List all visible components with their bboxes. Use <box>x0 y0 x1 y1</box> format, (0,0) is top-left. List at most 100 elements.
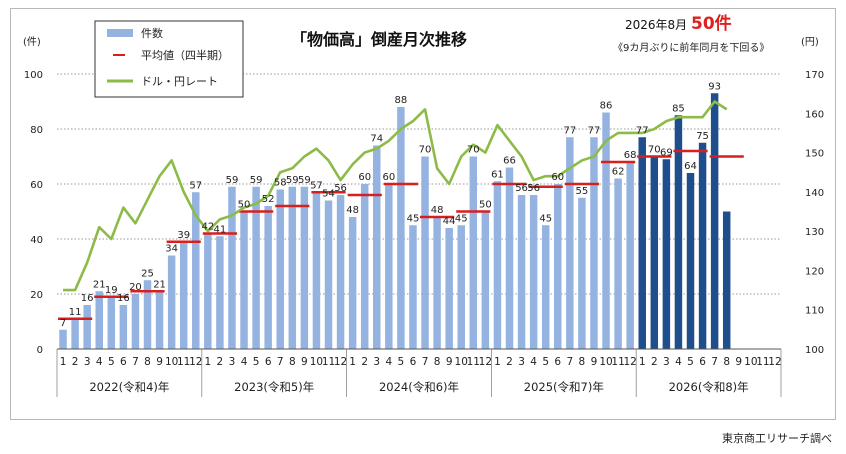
month-label: 4 <box>241 356 248 368</box>
month-label: 10 <box>744 356 757 368</box>
value-label: 59 <box>286 175 299 186</box>
month-label: 10 <box>165 356 178 368</box>
month-label: 8 <box>579 356 586 368</box>
value-label: 56 <box>515 183 528 194</box>
bar <box>554 184 562 349</box>
value-label: 44 <box>443 216 456 227</box>
month-label: 12 <box>768 356 781 368</box>
month-label: 8 <box>289 356 296 368</box>
value-label: 48 <box>431 205 444 216</box>
value-label: 58 <box>274 178 287 189</box>
year-label: 2024(令和6)年 <box>379 380 459 394</box>
source-note: 東京商工リサーチ調べ <box>722 432 832 445</box>
month-label: 6 <box>699 356 706 368</box>
bar <box>638 137 646 349</box>
left-axis-unit: (件) <box>23 36 41 48</box>
month-label: 5 <box>687 356 694 368</box>
month-label: 1 <box>204 356 211 368</box>
value-label: 57 <box>310 180 323 191</box>
bar <box>348 217 357 349</box>
right-axis-unit: (円) <box>801 37 819 48</box>
y2-tick-label: 160 <box>805 109 824 120</box>
bar <box>397 107 405 349</box>
year-label: 2022(令和4)年 <box>89 380 169 394</box>
value-label: 77 <box>636 125 649 136</box>
bar <box>360 184 369 349</box>
value-label: 21 <box>93 279 106 290</box>
bars <box>59 93 731 349</box>
bar <box>445 228 453 349</box>
bar <box>385 184 393 349</box>
bar <box>566 137 574 349</box>
y2-tick-label: 170 <box>805 70 824 81</box>
value-label: 69 <box>660 147 673 158</box>
bar <box>517 195 526 349</box>
value-label: 75 <box>696 131 709 142</box>
value-label: 64 <box>684 161 697 172</box>
bar <box>288 186 297 349</box>
fx-rate-line <box>63 100 728 292</box>
month-label: 1 <box>349 356 356 368</box>
bar <box>662 159 671 349</box>
value-label: 59 <box>226 175 239 186</box>
month-label: 6 <box>554 356 561 368</box>
month-label: 3 <box>229 356 236 368</box>
month-label: 6 <box>410 356 417 368</box>
bar <box>433 217 441 349</box>
value-label: 45 <box>455 213 468 224</box>
value-label: 45 <box>407 213 420 224</box>
bar <box>336 195 345 349</box>
y2-tick-label: 110 <box>805 306 824 317</box>
bar <box>469 156 478 349</box>
value-label: 19 <box>105 285 118 296</box>
month-label: 8 <box>434 356 441 368</box>
month-label: 9 <box>591 356 598 368</box>
month-label: 7 <box>711 356 718 368</box>
legend-bar-label: 件数 <box>141 27 163 40</box>
month-label: 7 <box>566 356 573 368</box>
bar <box>457 225 465 349</box>
bar <box>179 241 188 349</box>
month-label: 4 <box>675 356 682 368</box>
month-label: 2 <box>72 356 79 368</box>
bar <box>686 173 695 349</box>
bar <box>107 296 116 349</box>
y2-tick-label: 140 <box>805 188 824 199</box>
month-label: 7 <box>132 356 139 368</box>
value-label: 77 <box>588 125 601 136</box>
fx-line <box>63 100 728 292</box>
y-tick-label: 100 <box>24 70 43 81</box>
y-tick-label: 0 <box>37 345 43 356</box>
value-label: 39 <box>177 230 190 241</box>
month-label: 5 <box>253 356 260 368</box>
month-label: 3 <box>663 356 670 368</box>
bar <box>626 162 634 349</box>
y2-tick-label: 130 <box>805 227 824 238</box>
bar <box>650 156 659 349</box>
bar <box>59 329 67 349</box>
year-label: 2026(令和8)年 <box>669 380 749 394</box>
value-label: 48 <box>346 205 359 216</box>
bar <box>602 112 610 349</box>
value-label: 88 <box>395 95 408 106</box>
bar <box>143 280 152 349</box>
month-label: 3 <box>373 356 380 368</box>
month-label: 3 <box>84 356 91 368</box>
year-label: 2023(令和5)年 <box>234 380 314 394</box>
month-label: 12 <box>623 356 636 368</box>
year-label: 2025(令和7)年 <box>524 380 604 394</box>
value-label: 59 <box>298 175 311 186</box>
bar <box>722 211 731 349</box>
month-label: 1 <box>60 356 67 368</box>
value-label: 11 <box>69 307 82 318</box>
value-label: 50 <box>238 200 251 211</box>
month-label: 7 <box>422 356 429 368</box>
value-label: 66 <box>503 156 516 167</box>
month-label: 10 <box>455 356 468 368</box>
value-label: 60 <box>551 172 564 183</box>
bar <box>529 195 538 349</box>
value-label: 16 <box>81 293 94 304</box>
chart-title: 「物価高」倒産月次推移 <box>291 30 467 49</box>
value-label: 55 <box>576 186 589 197</box>
